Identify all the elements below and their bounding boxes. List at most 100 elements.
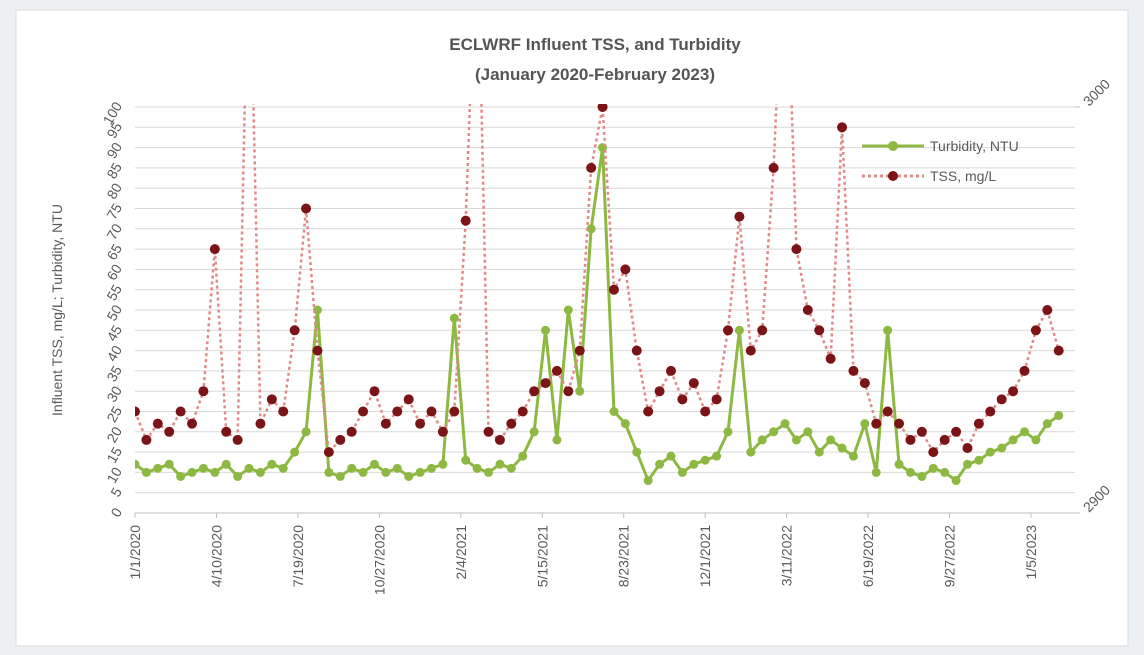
data-point xyxy=(643,476,653,486)
data-point xyxy=(472,463,482,473)
data-point xyxy=(141,434,152,445)
data-point xyxy=(780,419,790,429)
data-point xyxy=(677,394,688,405)
data-point xyxy=(665,365,676,376)
data-point xyxy=(176,471,186,481)
data-point xyxy=(883,325,893,335)
x-tick-label: 1/1/2020 xyxy=(127,525,143,580)
data-point xyxy=(666,451,676,461)
data-point xyxy=(301,427,311,437)
data-point xyxy=(951,426,962,437)
data-point xyxy=(267,459,277,469)
data-point xyxy=(164,426,175,437)
data-point xyxy=(940,467,950,477)
data-point xyxy=(198,386,209,397)
data-point xyxy=(608,284,619,295)
data-point xyxy=(837,443,847,453)
data-point xyxy=(826,435,836,445)
y-tick-label: 55 xyxy=(103,282,125,304)
data-point xyxy=(403,394,414,405)
data-point xyxy=(894,459,904,469)
chart-subtitle: (January 2020-February 2023) xyxy=(475,65,715,84)
chart-title: ECLWRF Influent TSS, and Turbidity xyxy=(449,35,741,54)
data-point xyxy=(198,463,208,473)
y-tick-label: 10 xyxy=(103,464,125,486)
data-point xyxy=(438,459,448,469)
data-point xyxy=(825,353,836,364)
data-point xyxy=(722,325,733,336)
data-point xyxy=(791,244,802,255)
y-tick-label: 90 xyxy=(103,139,125,161)
data-point xyxy=(859,378,870,389)
data-point xyxy=(620,419,630,429)
x-tick-label: 4/10/2020 xyxy=(208,525,224,587)
data-point xyxy=(483,426,494,437)
data-point xyxy=(814,447,824,457)
data-point xyxy=(1019,427,1029,437)
data-point xyxy=(1053,345,1064,356)
data-point xyxy=(175,406,186,417)
data-point xyxy=(415,467,425,477)
data-point xyxy=(135,459,140,469)
data-point xyxy=(244,463,254,473)
x-tick-label: 12/1/2021 xyxy=(697,525,713,587)
data-point xyxy=(233,471,243,481)
y-tick-label: 25 xyxy=(103,403,125,425)
data-point xyxy=(803,427,813,437)
data-point xyxy=(460,215,471,226)
data-point xyxy=(928,463,938,473)
data-point xyxy=(712,451,722,461)
data-point xyxy=(187,418,198,429)
data-point xyxy=(461,455,471,465)
data-point xyxy=(882,406,893,417)
data-point xyxy=(1054,411,1064,421)
data-point xyxy=(290,447,300,457)
data-point xyxy=(631,345,642,356)
data-point xyxy=(529,427,539,437)
data-point xyxy=(997,443,1007,453)
data-point xyxy=(369,459,379,469)
data-point xyxy=(689,459,699,469)
data-point xyxy=(255,418,266,429)
data-point xyxy=(928,447,939,458)
data-point xyxy=(187,467,197,477)
data-point xyxy=(324,467,334,477)
x-tick-label: 6/19/2022 xyxy=(860,525,876,587)
data-point xyxy=(335,434,346,445)
data-point xyxy=(574,345,585,356)
x-tick-label: 9/27/2022 xyxy=(942,525,958,587)
data-point xyxy=(768,162,779,173)
x-tick-label: 2/4/2021 xyxy=(453,525,469,580)
data-point xyxy=(791,435,801,445)
data-point xyxy=(746,447,756,457)
data-point xyxy=(153,463,163,473)
y-tick-label: 85 xyxy=(103,160,125,182)
data-point xyxy=(962,459,972,469)
data-point xyxy=(449,313,459,323)
data-point xyxy=(1019,365,1030,376)
x-tick-label: 1/5/2023 xyxy=(1023,525,1039,580)
y-tick-label: 80 xyxy=(103,180,125,202)
data-point xyxy=(802,305,813,315)
data-point xyxy=(1042,305,1053,315)
data-point xyxy=(700,406,711,417)
data-point xyxy=(894,418,905,429)
y-tick-label: 15 xyxy=(103,444,125,466)
data-point xyxy=(540,378,551,389)
data-point xyxy=(586,162,597,173)
data-point xyxy=(1031,435,1041,445)
data-point xyxy=(814,325,825,336)
y-tick-label: 75 xyxy=(103,200,125,222)
data-point xyxy=(643,406,654,417)
data-point xyxy=(392,406,403,417)
data-point xyxy=(289,325,300,336)
data-point xyxy=(518,451,528,461)
y-tick-label: 20 xyxy=(103,424,125,446)
data-point xyxy=(632,447,642,457)
data-point xyxy=(358,467,368,477)
data-point xyxy=(380,418,391,429)
data-point xyxy=(734,325,744,335)
data-point xyxy=(1008,435,1018,445)
y-tick-label: 40 xyxy=(103,342,125,364)
